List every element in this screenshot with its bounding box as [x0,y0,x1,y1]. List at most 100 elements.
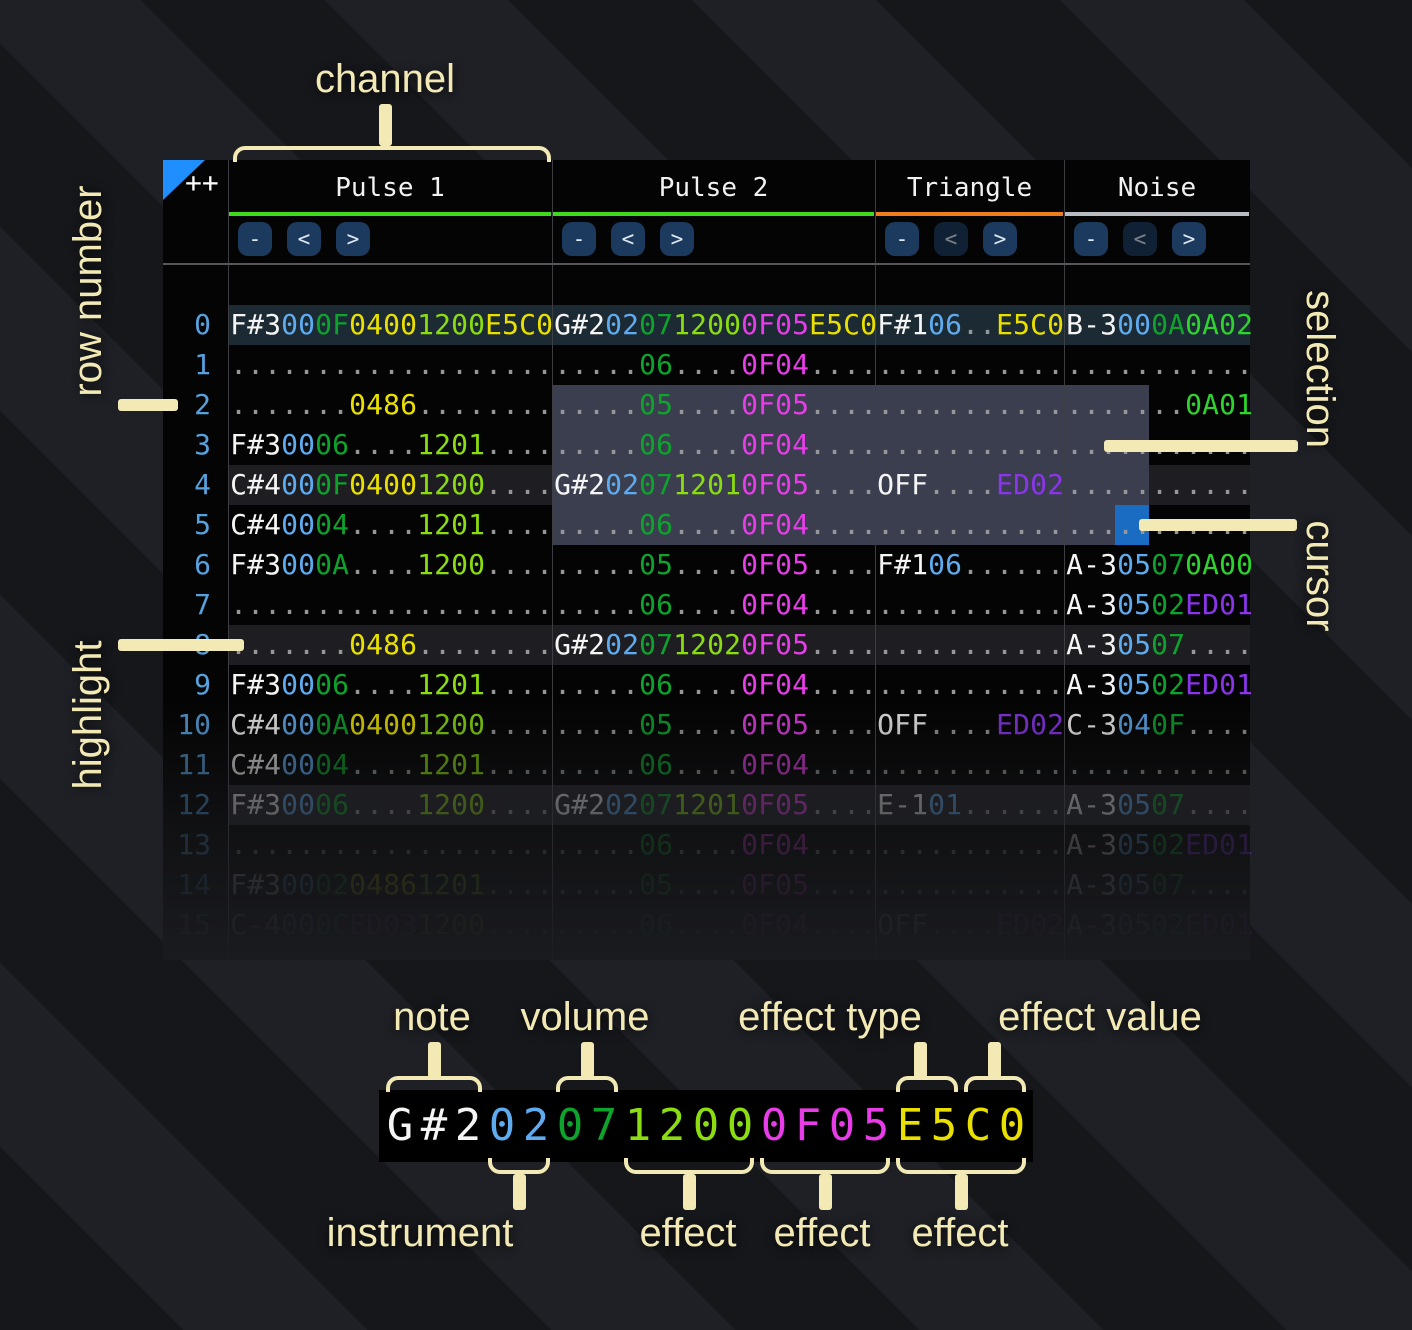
effect-type-pointer [914,1042,927,1078]
pattern-cell[interactable]: ........... [877,388,1064,421]
row-number: 4 [194,468,211,501]
pattern-cell[interactable]: G#2020712020F05.... [554,628,877,661]
pattern-cell[interactable]: OFF....ED02 [877,468,1064,501]
channel-underline [1065,212,1249,216]
pattern-cell[interactable]: ................... [230,588,553,621]
effect-label: effect [911,1211,1009,1255]
pattern-cell[interactable]: B-3000A0A02 [1066,308,1253,341]
highlight-pointer-line [118,639,244,651]
column-divider [552,160,553,960]
expand-rows-button[interactable]: ++ [185,166,219,199]
pattern-cell[interactable]: F#30006....1201.... [230,668,553,701]
volume-label: volume [520,995,650,1039]
pattern-cell[interactable]: F#30006....1201.... [230,428,553,461]
channel-next-button[interactable]: > [660,222,694,256]
row-number: 2 [194,388,211,421]
row-number: 7 [194,588,211,621]
channel-prev-button[interactable]: < [1123,222,1157,256]
effect-bracket [760,1158,890,1174]
pattern-cell[interactable]: .......0486........ [230,628,553,661]
instrument-bracket [488,1158,550,1174]
effect-bracket [896,1158,1026,1174]
row-number-label: row number [66,185,110,397]
channel-title: Noise [1117,173,1197,203]
pattern-cell[interactable]: .....05....0F05.... [554,548,877,581]
pattern-cell[interactable]: A-30502ED01 [1066,668,1253,701]
pattern-cell[interactable]: C#40004....1201.... [230,508,553,541]
column-divider [228,160,229,960]
pattern-cell[interactable]: A-30502ED01 [1066,588,1253,621]
column-divider [875,160,876,960]
channel-next-button[interactable]: > [336,222,370,256]
pattern-cell[interactable]: .....06....0F04.... [554,588,877,621]
pattern-cell[interactable]: ........... [877,668,1064,701]
channel-prev-button[interactable]: < [287,222,321,256]
instrument-label: instrument [326,1211,514,1255]
pattern-cell[interactable]: F#3000A....1200.... [230,548,553,581]
pattern-cell[interactable]: .....06....0F04.... [554,508,877,541]
pattern-cell[interactable]: .......0486........ [230,388,553,421]
effect-value-label: effect value [998,995,1202,1039]
row-number-pointer-line [118,399,178,411]
effect-pointer [819,1174,832,1210]
header-divider [163,263,1250,265]
pattern-cell[interactable]: .......0A01 [1066,388,1253,421]
row-number: 9 [194,668,211,701]
pattern-cell[interactable]: F#106...... [877,548,1064,581]
pattern-cell[interactable]: ........... [1066,348,1253,381]
row-number: 3 [194,428,211,461]
corner-marker-icon [163,160,205,200]
pattern-cell[interactable]: ........... [877,628,1064,661]
channel-label: channel [314,57,456,101]
note-pointer [428,1042,441,1078]
effect-pointer [955,1174,968,1210]
effect-label: effect [773,1211,871,1255]
channel-collapse-button[interactable]: - [562,222,596,256]
pattern-cell[interactable]: .....06....0F04.... [554,348,877,381]
pattern-cell[interactable]: ........... [877,348,1064,381]
pattern-cell[interactable]: G#2020712000F05E5C0 [554,308,877,341]
effect-value-pointer [988,1042,1001,1078]
pattern-cell[interactable]: ........... [877,508,1064,541]
pattern-cell[interactable]: .....05....0F05.... [554,388,877,421]
pattern-cell[interactable]: ........... [877,588,1064,621]
pattern-cell[interactable]: .....06....0F04.... [554,668,877,701]
effect-label: effect [639,1211,737,1255]
channel-next-button[interactable]: > [1172,222,1206,256]
cursor-pointer-line [1139,519,1297,531]
pattern-cell[interactable]: ................... [230,348,553,381]
row-number: 1 [194,348,211,381]
example-pattern-cell: G #2 0 2 0 7 1 2 0 0 0 F 0 5 E 5 C 0 [379,1090,1033,1162]
channel-underline [876,212,1063,216]
pattern-cell[interactable]: ........... [1066,468,1253,501]
row-highlight-bg [228,305,1250,345]
cursor-label: cursor [1298,520,1342,632]
channel-prev-button[interactable]: < [934,222,968,256]
pattern-cell[interactable]: A-30507.... [1066,628,1253,661]
row-number: 6 [194,548,211,581]
bottom-fade-overlay [163,700,1250,960]
volume-pointer [581,1042,594,1078]
channel-title: Triangle [906,173,1033,203]
pattern-cell[interactable]: ........... [877,428,1064,461]
pattern-cell[interactable]: F#106..E5C0 [877,308,1064,341]
pattern-cell[interactable]: F#3000F04001200E5C0 [230,308,553,341]
pattern-cell[interactable]: C#4000F04001200.... [230,468,553,501]
channel-prev-button[interactable]: < [611,222,645,256]
column-divider [1064,160,1065,960]
highlight-label: highlight [66,640,110,790]
pattern-cell[interactable]: .....06....0F04.... [554,428,877,461]
pattern-cell[interactable]: G#2020712010F05.... [554,468,877,501]
effect-bracket [624,1158,754,1174]
channel-underline [229,212,551,216]
channel-collapse-button[interactable]: - [1074,222,1108,256]
channel-next-button[interactable]: > [983,222,1017,256]
row-number: 5 [194,508,211,541]
channel-title: Pulse 1 [335,173,445,203]
channel-collapse-button[interactable]: - [885,222,919,256]
selection-pointer-line [1104,440,1298,452]
pattern-cell[interactable]: A-305070A00 [1066,548,1253,581]
effect-type-bracket [896,1076,958,1092]
channel-collapse-button[interactable]: - [238,222,272,256]
